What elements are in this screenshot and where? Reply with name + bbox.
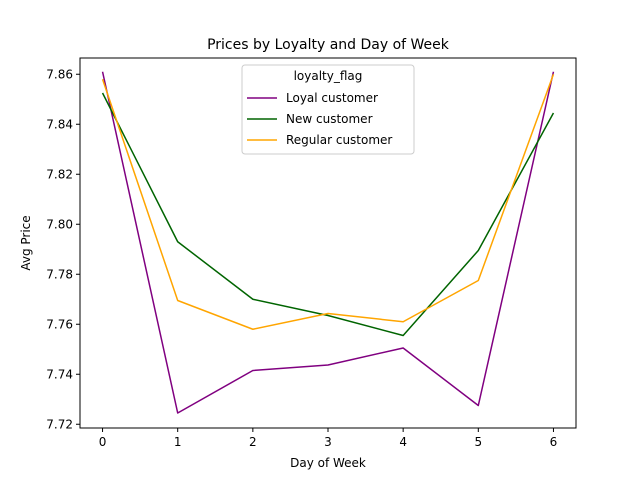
series-line-2: [101, 73, 555, 330]
x-tick-label: 6: [550, 435, 558, 449]
y-tick-label: 7.86: [46, 67, 73, 81]
y-axis: 7.72 7.74 7.76 7.78 7.80 7.82 7.84 7.86: [46, 67, 80, 431]
y-tick-label: 7.82: [46, 167, 73, 181]
series-layer: [101, 71, 555, 414]
series-line-0: [101, 71, 555, 414]
x-tick-label: 3: [324, 435, 332, 449]
y-tick-label: 7.80: [46, 217, 73, 231]
chart-title: Prices by Loyalty and Day of Week: [207, 37, 450, 53]
x-tick-label: 0: [99, 435, 107, 449]
legend-box: [241, 64, 415, 155]
y-tick-label: 7.72: [46, 417, 73, 431]
legend: loyalty_flag Loyal customer New customer R…: [241, 64, 415, 155]
series-line-1: [101, 92, 555, 337]
legend-label-2: Regular customer: [286, 133, 392, 147]
x-tick-label: 4: [399, 435, 407, 449]
legend-label-0: Loyal customer: [286, 91, 378, 105]
y-tick-label: 7.78: [46, 267, 73, 281]
legend-label-1: New customer: [286, 112, 373, 126]
y-tick-label: 7.74: [46, 367, 73, 381]
x-axis-title: Day of Week: [290, 456, 366, 470]
x-tick-label: 1: [174, 435, 182, 449]
y-axis-title: Avg Price: [19, 215, 33, 270]
x-tick-label: 2: [249, 435, 257, 449]
x-tick-label: 5: [474, 435, 482, 449]
y-tick-label: 7.76: [46, 317, 73, 331]
legend-title: loyalty_flag: [294, 69, 363, 83]
x-axis: 0 1 2 3 4 5 6: [99, 428, 558, 449]
y-tick-label: 7.84: [46, 117, 73, 131]
